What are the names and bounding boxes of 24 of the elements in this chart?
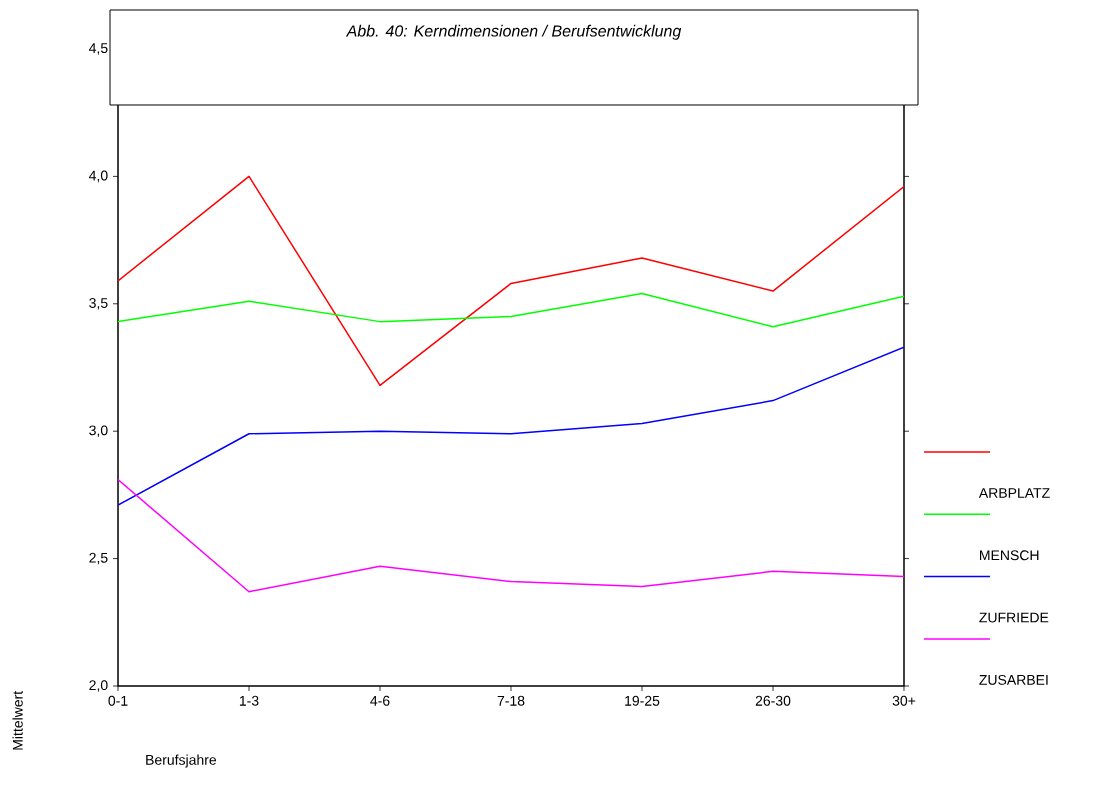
line-series bbox=[118, 175, 904, 387]
line-series bbox=[118, 478, 904, 593]
text: ZUSARBEI bbox=[979, 674, 1048, 685]
text: ZUFRIEDE bbox=[979, 612, 1049, 623]
line-series bbox=[118, 292, 904, 328]
chart-title: Abb. 40: Kerndimensionen / Berufsentwicklung bbox=[345, 24, 682, 40]
y-axis-title: Mittelwert bbox=[12, 690, 23, 750]
x-tick-label: 30+ bbox=[892, 695, 916, 706]
x-tick-label: 0-1 bbox=[108, 695, 128, 706]
x-axis-title: Berufsjahre bbox=[146, 754, 217, 768]
x-tick-label: 19-25 bbox=[625, 695, 660, 706]
text: ARBPLATZ bbox=[978, 488, 1050, 498]
x-tick-label: 4-6 bbox=[370, 695, 390, 706]
y-tick-label: 3,5 bbox=[89, 298, 108, 310]
y-tick-label: 2,0 bbox=[89, 680, 108, 692]
x-tick-label: 7-18 bbox=[497, 695, 525, 706]
y-tick-label: 4,0 bbox=[88, 170, 108, 183]
line-series bbox=[118, 346, 904, 506]
x-tick-label: 26-30 bbox=[755, 695, 791, 706]
text: MENSCH bbox=[980, 550, 1039, 561]
y-tick-label: 4,5 bbox=[88, 43, 108, 55]
y-tick-label: 3,0 bbox=[89, 425, 108, 437]
x-tick-label: 1-3 bbox=[239, 695, 259, 706]
y-tick-label: 2,5 bbox=[89, 552, 108, 565]
